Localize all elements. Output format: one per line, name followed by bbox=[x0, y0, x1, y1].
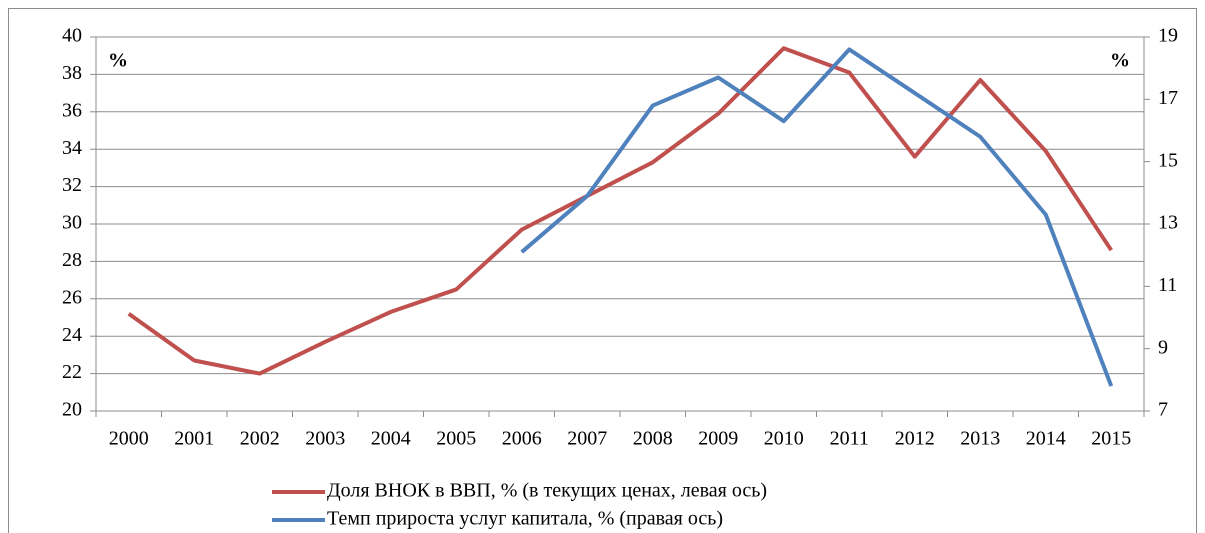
y-tick-label: 38 bbox=[62, 62, 82, 84]
x-tick-label: 2003 bbox=[305, 428, 345, 450]
y-tick-label: 32 bbox=[62, 174, 82, 196]
data-line bbox=[127, 46, 1113, 376]
y-tick-label: 30 bbox=[62, 212, 82, 234]
y2-tick-label: 19 bbox=[1158, 25, 1178, 47]
x-tick-label: 2015 bbox=[1091, 428, 1131, 450]
y-tick-label: 28 bbox=[62, 249, 82, 271]
legend-label: Темп прироста услуг капитала, % (правая … bbox=[327, 508, 723, 530]
y-tick-label: 26 bbox=[62, 286, 82, 308]
x-tick-label: 2010 bbox=[764, 428, 804, 450]
chart-frame bbox=[8, 8, 1197, 533]
y-unit-label: % bbox=[108, 50, 128, 72]
y2-tick-label: 11 bbox=[1158, 274, 1177, 296]
x-tick-label: 2004 bbox=[371, 428, 411, 450]
x-tick-label: 2006 bbox=[502, 428, 542, 450]
legend-label: Доля ВНОК в ВВП, % (в текущих ценах, лев… bbox=[327, 480, 767, 502]
x-tick-label: 2013 bbox=[960, 428, 1000, 450]
y2-tick-label: 13 bbox=[1158, 212, 1178, 234]
y2-tick-label: 15 bbox=[1158, 149, 1178, 171]
data-line bbox=[520, 47, 1114, 387]
x-tick-label: 2012 bbox=[895, 428, 935, 450]
y2-unit-label: % bbox=[1110, 50, 1130, 72]
x-tick-label: 2008 bbox=[633, 428, 673, 450]
y-tick-label: 40 bbox=[62, 25, 82, 47]
x-tick-label: 2009 bbox=[698, 428, 738, 450]
x-tick-label: 2001 bbox=[174, 428, 214, 450]
y-tick-label: 20 bbox=[62, 399, 82, 421]
y2-tick-label: 7 bbox=[1158, 399, 1168, 421]
x-tick-label: 2011 bbox=[830, 428, 869, 450]
y-tick-label: 24 bbox=[62, 324, 82, 346]
x-tick-label: 2005 bbox=[436, 428, 476, 450]
x-tick-label: 2000 bbox=[109, 428, 149, 450]
y-tick-label: 34 bbox=[62, 137, 82, 159]
y2-tick-label: 17 bbox=[1158, 87, 1178, 109]
x-tick-label: 2007 bbox=[567, 428, 607, 450]
x-tick-label: 2014 bbox=[1026, 428, 1066, 450]
x-tick-label: 2002 bbox=[240, 428, 280, 450]
y-tick-label: 22 bbox=[62, 361, 82, 383]
y2-tick-label: 9 bbox=[1158, 336, 1168, 358]
y-tick-label: 36 bbox=[62, 99, 82, 121]
